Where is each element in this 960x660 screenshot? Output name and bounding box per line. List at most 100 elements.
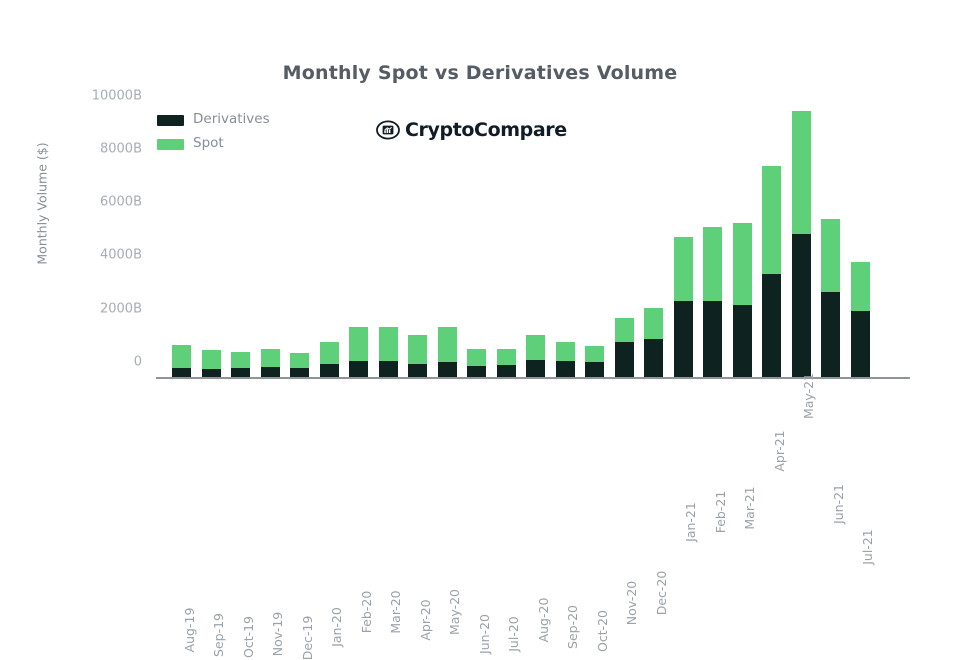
- bar-column[interactable]: Dec-20: [644, 307, 669, 615]
- crypto-compare-logo-icon: [376, 118, 400, 142]
- x-axis-tick-label: Jul-21: [860, 529, 875, 565]
- x-axis-tick-label: Apr-21: [771, 430, 787, 472]
- bar-column[interactable]: Jul-21: [850, 262, 875, 565]
- bar-column[interactable]: Nov-20: [614, 318, 639, 626]
- bar-segment-spot[interactable]: [319, 341, 339, 365]
- bar-segment-derivatives[interactable]: [703, 301, 722, 377]
- bar-segment-derivatives[interactable]: [349, 361, 368, 377]
- bar-segment-spot[interactable]: [791, 110, 811, 234]
- bar-column[interactable]: Jan-21: [673, 236, 698, 541]
- x-axis-tick-label: May-20: [447, 589, 462, 636]
- bar-segment-spot[interactable]: [408, 335, 427, 364]
- bar-column[interactable]: Jan-20: [319, 341, 344, 647]
- bar-column[interactable]: Aug-20: [526, 335, 551, 643]
- x-axis-tick-label: Jun-20: [476, 614, 492, 655]
- bar-segment-spot[interactable]: [437, 327, 457, 363]
- bar-column[interactable]: Jun-21: [821, 219, 846, 524]
- bar-segment-derivatives[interactable]: [673, 301, 693, 377]
- bar-column[interactable]: Jul-20: [496, 348, 521, 652]
- x-axis-tick-label: Feb-21: [712, 490, 728, 534]
- bar-segment-spot[interactable]: [555, 341, 575, 362]
- bar-segment-derivatives[interactable]: [762, 273, 781, 377]
- y-axis-tick-label: 8000B: [99, 141, 142, 157]
- chart-legend: Derivatives Spot: [157, 110, 270, 158]
- bar-segment-derivatives[interactable]: [850, 311, 870, 377]
- bar-segment-spot[interactable]: [378, 327, 398, 361]
- x-axis-tick-label: Aug-20: [535, 597, 551, 643]
- bar-column[interactable]: Mar-21: [732, 223, 757, 530]
- bar-segment-spot[interactable]: [172, 345, 191, 369]
- x-axis-tick-label: Jul-20: [506, 616, 521, 652]
- x-axis-tick-label: Aug-19: [181, 607, 197, 653]
- x-axis-tick-label: Jun-21: [830, 484, 846, 525]
- bar-segment-spot[interactable]: [260, 348, 280, 368]
- bar-segment-derivatives[interactable]: [290, 367, 309, 377]
- bar-segment-derivatives[interactable]: [791, 233, 811, 377]
- bar-column[interactable]: May-20: [437, 327, 462, 635]
- bar-segment-spot[interactable]: [526, 335, 545, 360]
- brand-text-part1: Crypto: [405, 119, 475, 141]
- bar-segment-spot[interactable]: [496, 348, 516, 366]
- bar-segment-spot[interactable]: [349, 327, 368, 362]
- bar-column[interactable]: Dec-19: [290, 353, 315, 660]
- bar-segment-derivatives[interactable]: [231, 368, 250, 377]
- bar-segment-spot[interactable]: [201, 350, 221, 370]
- bar-column[interactable]: Sep-19: [201, 350, 226, 657]
- bar-column[interactable]: Feb-21: [703, 226, 728, 533]
- bar-column[interactable]: Jun-20: [467, 349, 492, 654]
- bar-segment-derivatives[interactable]: [408, 363, 427, 377]
- bar-column[interactable]: May-21: [791, 110, 816, 419]
- y-axis-tick-label: 0: [133, 354, 142, 370]
- legend-item-spot[interactable]: Spot: [157, 134, 270, 154]
- x-axis-tick-label: Apr-20: [417, 599, 433, 642]
- bar-segment-spot[interactable]: [585, 346, 604, 362]
- bar-column[interactable]: Feb-20: [349, 327, 374, 634]
- bar-segment-derivatives[interactable]: [437, 362, 457, 377]
- y-axis-tick-label: 2000B: [99, 301, 142, 317]
- bar-segment-spot[interactable]: [762, 166, 781, 274]
- bar-segment-spot[interactable]: [732, 223, 752, 305]
- bar-segment-spot[interactable]: [821, 219, 840, 293]
- x-axis-tick-label: Oct-20: [594, 610, 610, 653]
- bar-segment-spot[interactable]: [231, 351, 250, 369]
- bar-column[interactable]: Apr-21: [762, 166, 787, 472]
- bar-segment-spot[interactable]: [644, 307, 663, 340]
- bar-segment-spot[interactable]: [467, 349, 486, 367]
- bar-segment-derivatives[interactable]: [732, 304, 752, 377]
- bar-segment-derivatives[interactable]: [319, 364, 339, 377]
- bar-segment-derivatives[interactable]: [585, 361, 604, 377]
- bar-column[interactable]: Sep-20: [555, 341, 580, 649]
- bar-segment-derivatives[interactable]: [526, 359, 545, 377]
- bar-segment-derivatives[interactable]: [378, 360, 398, 377]
- bar-column[interactable]: Nov-19: [260, 348, 285, 656]
- bar-segment-derivatives[interactable]: [172, 368, 191, 377]
- bar-segment-spot[interactable]: [290, 353, 309, 368]
- bar-segment-spot[interactable]: [850, 262, 870, 312]
- legend-item-derivatives[interactable]: Derivatives: [157, 110, 270, 130]
- x-axis-tick-label: Feb-20: [358, 590, 374, 634]
- x-axis-tick-label: Oct-19: [240, 615, 256, 658]
- bar-segment-spot[interactable]: [703, 226, 722, 302]
- bar-segment-derivatives[interactable]: [821, 292, 840, 377]
- x-axis-tick-label: Dec-19: [299, 615, 315, 660]
- bar-segment-derivatives[interactable]: [260, 367, 280, 377]
- x-axis-tick-label: Jan-20: [329, 607, 344, 647]
- bar-segment-derivatives[interactable]: [614, 341, 634, 377]
- bar-segment-derivatives[interactable]: [496, 365, 516, 377]
- bar-column[interactable]: Mar-20: [378, 327, 403, 634]
- bar-column[interactable]: Apr-20: [408, 335, 433, 641]
- bar-segment-derivatives[interactable]: [201, 369, 221, 377]
- legend-label-spot: Spot: [193, 135, 224, 152]
- x-axis-tick-label: Mar-21: [742, 486, 757, 530]
- bar-segment-spot[interactable]: [614, 318, 634, 342]
- brand-watermark: CryptoCompare: [376, 118, 567, 142]
- bar-column[interactable]: Oct-19: [231, 351, 256, 658]
- bar-segment-derivatives[interactable]: [555, 361, 575, 377]
- bar-segment-spot[interactable]: [673, 236, 693, 302]
- x-axis-line: [156, 377, 910, 379]
- y-axis-tick-label: 4000B: [99, 247, 142, 263]
- bar-column[interactable]: Aug-19: [172, 345, 197, 652]
- bar-segment-derivatives[interactable]: [467, 366, 486, 377]
- bar-column[interactable]: Oct-20: [585, 346, 610, 652]
- bar-segment-derivatives[interactable]: [644, 339, 663, 377]
